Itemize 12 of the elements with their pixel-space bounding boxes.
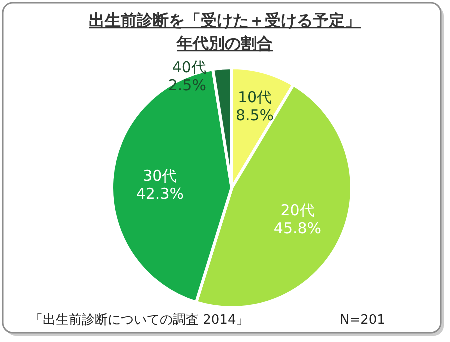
text: N=201 bbox=[340, 313, 386, 328]
slice-label: 40代 bbox=[172, 58, 206, 76]
slice-label: 30代 bbox=[143, 166, 178, 185]
slice-label: 20代 bbox=[280, 201, 315, 220]
slice-label: 10代 bbox=[238, 88, 272, 107]
data-label: 42.3% bbox=[136, 184, 184, 203]
data-label: 8.5% bbox=[236, 106, 274, 125]
chart-subtitle: 年代別の割合 bbox=[176, 34, 273, 53]
data-label: 45.8% bbox=[274, 219, 322, 238]
text: 「出生前診断についての調査 2014」 bbox=[30, 313, 250, 328]
data-label: 2.5% bbox=[168, 76, 206, 94]
chart-title: 出生前診断を「受けた＋受ける予定」 bbox=[89, 11, 361, 30]
